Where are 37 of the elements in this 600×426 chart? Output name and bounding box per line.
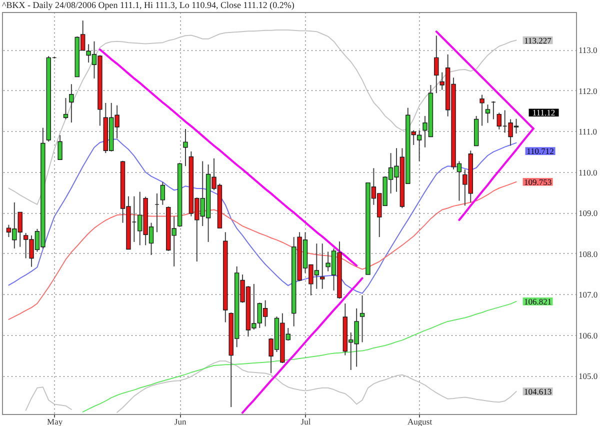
line-series — [98, 48, 358, 267]
y-tick-label: 112.0 — [578, 86, 598, 96]
y-tick-label: 105.0 — [578, 371, 598, 382]
text: 111.12 — [532, 108, 556, 118]
candlestick — [160, 182, 166, 206]
data-label: 110.712 — [526, 146, 554, 156]
candlestick — [183, 128, 188, 167]
chart-title: ^BKX - Daily 24/08/2006 Open 111.1, Hi 111.3, Lo 110.94, Close 111.12 (0.2%) — [2, 0, 294, 10]
x-tick-label: May — [47, 416, 64, 426]
line-series — [242, 277, 364, 414]
candlestick — [320, 243, 325, 290]
candlestick — [485, 104, 490, 124]
y-tick-label: 111.0 — [578, 126, 597, 137]
y-tick-label: 113.0 — [578, 45, 598, 56]
y-tick-label: 106.0 — [578, 330, 598, 340]
candlestick — [58, 134, 62, 160]
line-series — [8, 138, 517, 294]
y-tick-label: 108.0 — [578, 248, 598, 259]
data-label: 113.227 — [524, 35, 552, 46]
candlestick — [63, 98, 68, 120]
x-tick-label: Jul — [300, 416, 312, 426]
line-series — [8, 29, 517, 205]
candlestick — [480, 94, 484, 126]
y-tick-label: 107.0 — [578, 290, 598, 300]
data-label: 104.613 — [524, 386, 552, 396]
candlestick — [360, 294, 365, 343]
candlestick — [434, 35, 439, 94]
y-tick-label: 109.0 — [578, 208, 598, 218]
candlestick — [69, 84, 74, 123]
data-label: 106.821 — [524, 296, 552, 306]
y-tick-label: 110.0 — [578, 167, 598, 178]
line-series — [8, 181, 517, 320]
candlestick — [416, 130, 422, 162]
line-series — [82, 300, 517, 412]
data-label: 109.753 — [524, 176, 552, 187]
x-tick-label: August — [408, 416, 433, 426]
x-tick-label: Jun — [174, 416, 187, 426]
